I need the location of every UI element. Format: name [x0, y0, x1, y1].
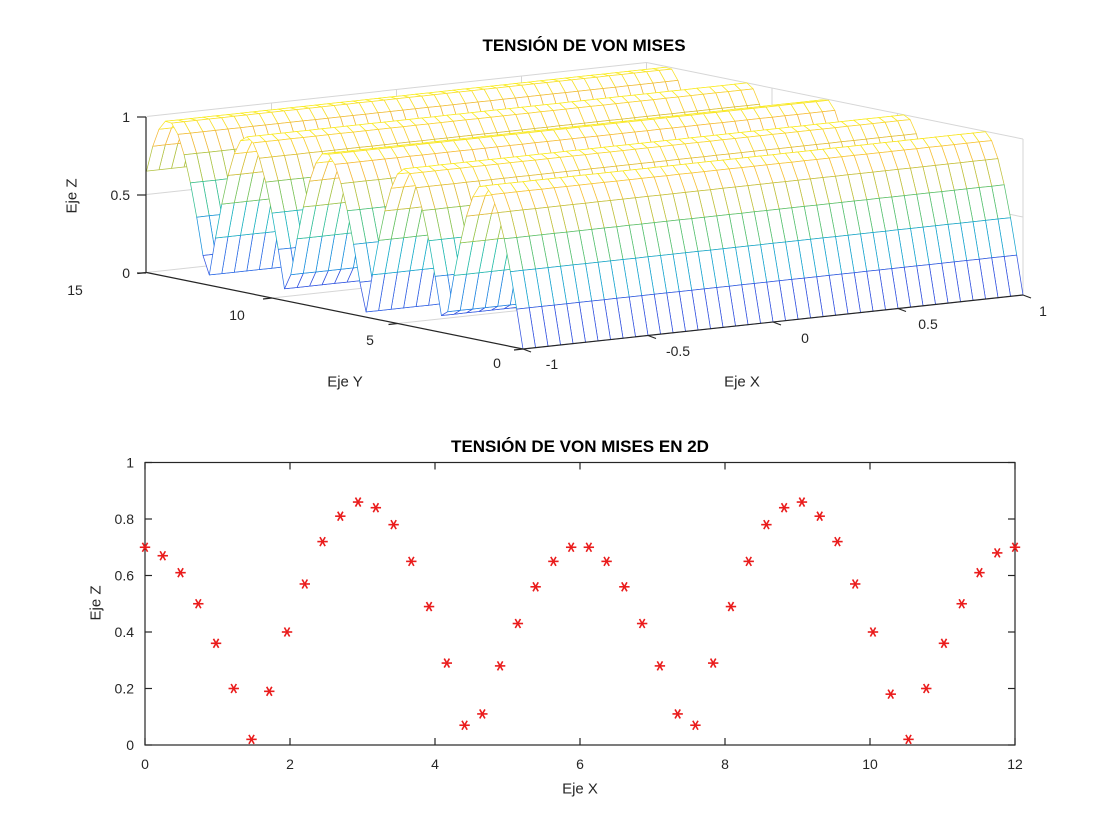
plot2d-axes: 0 2 4 6 8 10 12 0 0.2 0.4 0.6 0.8 1 [115, 455, 1023, 773]
z-tick-label: 0 [122, 265, 130, 281]
y-tick-label: 0.6 [115, 568, 135, 584]
y-tick-label: 0 [493, 355, 501, 371]
scatter-marker [210, 638, 222, 649]
plot2d-xlabel: Eje X [562, 780, 598, 798]
scatter-marker [690, 720, 701, 731]
y-tick-label: 1 [126, 455, 134, 471]
scatter-marker [814, 511, 825, 522]
y-tick-label: 0.8 [115, 511, 135, 527]
mesh-surface [146, 66, 1024, 350]
scatter-marker [761, 519, 772, 530]
scatter-marker [477, 709, 488, 719]
x-tick-label: 10 [862, 756, 878, 772]
scatter-marker [565, 542, 577, 553]
x-tick-label: 6 [576, 756, 584, 772]
scatter-marker [796, 497, 808, 507]
x-tick-label: -0.5 [666, 343, 690, 359]
scatter-marker [672, 709, 683, 719]
x-tick-label: 4 [431, 756, 439, 772]
scatter-marker [139, 542, 151, 553]
scatter-marker [228, 683, 239, 694]
scatter-marker [601, 556, 612, 567]
z-tick-label: 1 [122, 109, 130, 125]
scatter-marker [459, 720, 470, 731]
x-tick-label: 0.5 [918, 316, 938, 332]
scatter-marker [548, 556, 559, 567]
x-tick-label: 2 [286, 756, 294, 772]
scatter-marker [423, 601, 435, 612]
y-tick-label: 5 [366, 332, 374, 348]
scatter-marker [743, 556, 754, 567]
plot3d-xlabel: Eje X [724, 373, 760, 391]
scatter-marker [406, 556, 417, 567]
scatter-marker [281, 627, 293, 637]
y-tick-label: 0.4 [115, 624, 135, 640]
scatter-marker [725, 601, 737, 612]
scatter-marker [885, 689, 896, 700]
scatter-marker [867, 627, 879, 637]
scatter-marker [778, 502, 790, 513]
scatter-marker [636, 618, 648, 629]
scatter-marker [992, 547, 1003, 558]
scatter-marker [246, 734, 257, 745]
x-tick-label: 12 [1007, 756, 1023, 772]
plot3d-title: TENSIÓN DE VON MISES [482, 36, 686, 55]
scatter-marker [388, 519, 399, 530]
scatter-marker [335, 511, 346, 522]
scatter-marker [956, 598, 967, 609]
scatter-marker [299, 579, 310, 589]
scatter-marker [175, 567, 186, 578]
z-tick-label: 0.5 [111, 187, 131, 203]
scatter-marker [193, 598, 204, 609]
scatter-marker [530, 581, 541, 592]
scatter-marker [850, 579, 861, 589]
scatter-markers [139, 497, 1021, 745]
scatter-marker [938, 638, 950, 649]
scatter-marker [494, 660, 506, 671]
scatter-marker [974, 567, 985, 578]
scatter-marker [157, 550, 168, 561]
scatter-marker [903, 734, 914, 745]
x-tick-label: 8 [721, 756, 729, 772]
x-tick-label: 1 [1039, 303, 1047, 319]
scatter-marker [707, 658, 719, 668]
y-tick-label: 15 [67, 282, 83, 298]
scatter-marker [921, 683, 932, 694]
scatter-marker [1009, 542, 1021, 553]
scatter-marker [583, 542, 595, 553]
scatter-marker [264, 686, 275, 697]
y-tick-label: 0.2 [115, 681, 135, 697]
x-tick-label: -1 [546, 356, 559, 372]
scatter-marker [352, 497, 364, 507]
x-tick-label: 0 [801, 330, 809, 346]
y-tick-label: 10 [229, 307, 245, 323]
scatter-marker [654, 660, 666, 671]
plot3d-ylabel: Eje Y [327, 373, 363, 391]
plot2d-title: TENSIÓN DE VON MISES EN 2D [451, 437, 709, 456]
scatter-marker [619, 581, 630, 592]
x-tick-label: 0 [141, 756, 149, 772]
scatter-marker [832, 536, 843, 547]
scatter-marker [441, 658, 453, 668]
scatter-marker [512, 618, 524, 629]
scatter-marker [317, 536, 328, 547]
scatter-marker [370, 502, 382, 513]
y-tick-label: 0 [126, 737, 134, 753]
